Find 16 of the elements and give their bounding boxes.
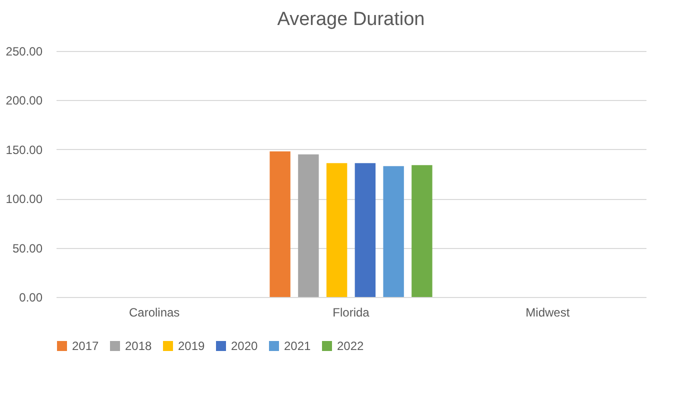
y-tick-label: 200.00 — [6, 94, 43, 108]
legend-label: 2020 — [231, 339, 258, 353]
y-tick-label: 50.00 — [12, 241, 43, 256]
legend-label: 2022 — [337, 339, 364, 353]
legend-label: 2019 — [178, 339, 206, 353]
y-tick-label: 0.00 — [19, 290, 43, 304]
y-tick-label: 250.00 — [6, 44, 43, 58]
chart-title: Average Duration — [277, 9, 425, 30]
y-tick-label: 100.00 — [6, 192, 43, 206]
x-tick-label: Carolinas — [128, 306, 180, 320]
x-tick-label: Florida — [332, 306, 370, 320]
y-tick-label: 150.00 — [6, 142, 43, 157]
legend-label: 2018 — [125, 339, 152, 353]
legend-label: 2017 — [72, 339, 100, 353]
legend-label: 2021 — [284, 339, 312, 353]
x-tick-label: Midwest — [526, 306, 570, 320]
